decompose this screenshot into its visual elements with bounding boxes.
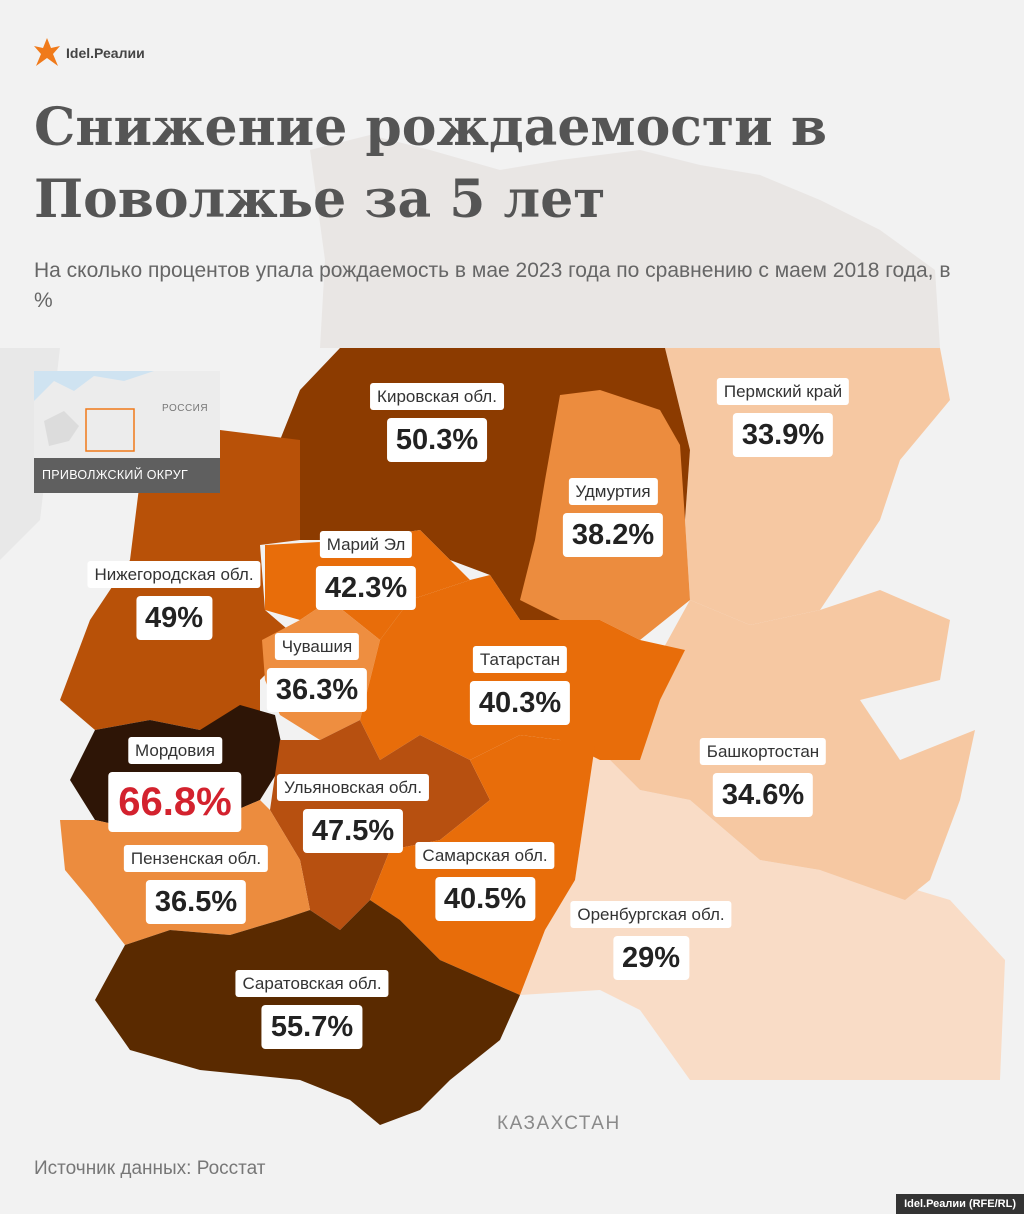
region-value: 55.7% xyxy=(261,1005,363,1049)
label-orenburg: Оренбургская обл. 29% xyxy=(570,901,732,980)
region-name: Башкортостан xyxy=(699,738,827,765)
label-tatarstan: Татарстан 40.3% xyxy=(469,646,571,725)
region-name: Чувашия xyxy=(274,633,360,660)
data-source: Источник данных: Росстат xyxy=(34,1158,266,1179)
label-mari-el: Марий Эл 42.3% xyxy=(315,531,417,610)
label-ulyanovsk: Ульяновская обл. 47.5% xyxy=(276,774,430,853)
region-name: Татарстан xyxy=(472,646,568,673)
region-penza[interactable] xyxy=(60,800,310,945)
region-name: Пермский край xyxy=(716,378,850,405)
region-name: Самарская обл. xyxy=(415,842,555,869)
page-subtitle: На сколько процентов упала рождаемость в… xyxy=(34,259,951,312)
inset-locator-map: РОССИЯ ПРИВОЛЖСКИЙ ОКРУГ xyxy=(34,371,220,493)
region-value: 42.3% xyxy=(315,566,417,610)
region-value: 40.5% xyxy=(434,877,536,921)
region-value: 47.5% xyxy=(302,809,404,853)
label-nizhny: Нижегородская обл. 49% xyxy=(87,561,261,640)
region-value: 33.9% xyxy=(732,413,834,457)
region-name: Марий Эл xyxy=(319,531,413,558)
inset-district-label: ПРИВОЛЖСКИЙ ОКРУГ xyxy=(34,458,220,493)
region-name: Оренбургская обл. xyxy=(570,901,732,928)
label-chuvashia: Чувашия 36.3% xyxy=(266,633,368,712)
region-value: 34.6% xyxy=(712,773,814,817)
region-value: 66.8% xyxy=(108,772,242,832)
label-saratov: Саратовская обл. 55.7% xyxy=(235,970,389,1049)
label-kirov: Кировская обл. 50.3% xyxy=(370,383,504,462)
region-name: Саратовская обл. xyxy=(235,970,389,997)
label-perm: Пермский край 33.9% xyxy=(716,378,850,457)
region-name: Ульяновская обл. xyxy=(276,774,430,801)
background-region xyxy=(310,135,940,348)
flame-icon xyxy=(34,38,60,66)
region-name: Кировская обл. xyxy=(370,383,504,410)
region-value: 29% xyxy=(612,936,690,980)
region-orenburg[interactable] xyxy=(520,745,1005,1080)
region-value: 36.3% xyxy=(266,668,368,712)
region-value: 50.3% xyxy=(386,418,488,462)
label-samara: Самарская обл. 40.5% xyxy=(415,842,555,921)
page-title: Снижение рождаемости в Поволжье за 5 лет xyxy=(34,97,827,230)
label-bashkortostan: Башкортостан 34.6% xyxy=(699,738,827,817)
region-name: Удмуртия xyxy=(568,478,658,505)
inset-country-label: РОССИЯ xyxy=(162,403,209,414)
label-penza: Пензенская обл. 36.5% xyxy=(123,845,269,924)
region-name: Мордовия xyxy=(128,737,222,764)
region-value: 40.3% xyxy=(469,681,571,725)
credit-badge: Idel.Реалии (RFE/RL) xyxy=(896,1194,1024,1214)
label-mordovia: Мордовия 66.8% xyxy=(108,737,242,832)
region-name: Пензенская обл. xyxy=(123,845,269,872)
region-value: 38.2% xyxy=(562,513,664,557)
brand-logo[interactable]: Idel.Реалии xyxy=(34,38,145,68)
brand-name: Idel.Реалии xyxy=(66,45,145,61)
region-name: Нижегородская обл. xyxy=(87,561,261,588)
country-label-kazakhstan: КАЗАХСТАН xyxy=(497,1113,621,1134)
inset-map-image xyxy=(34,371,220,458)
label-udmurtia: Удмуртия 38.2% xyxy=(562,478,664,557)
region-value: 49% xyxy=(135,596,213,640)
region-value: 36.5% xyxy=(145,880,247,924)
